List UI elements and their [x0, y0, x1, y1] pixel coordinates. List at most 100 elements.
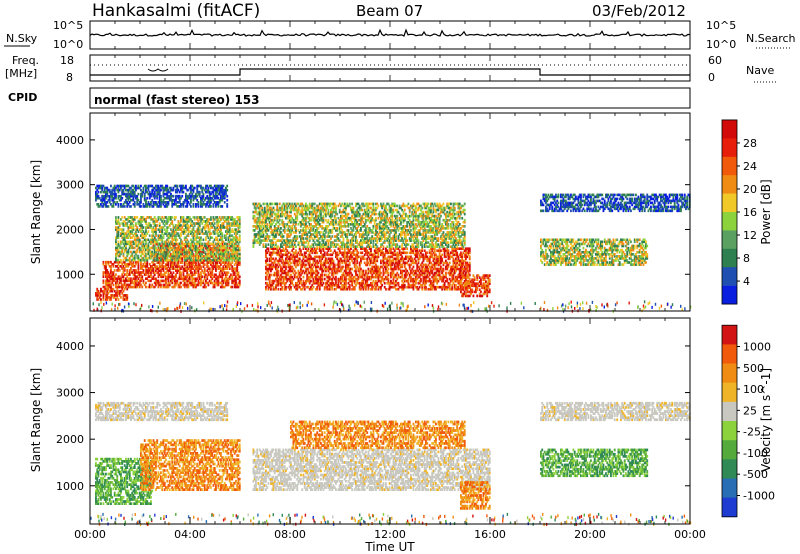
echo-cell [131, 216, 134, 219]
echo-cell [192, 222, 195, 225]
freq-label-1: Freq. [12, 54, 39, 67]
echo-cell [196, 222, 199, 225]
echo-cell [151, 238, 154, 242]
echo-cell [130, 269, 132, 272]
echo-cell [186, 256, 189, 260]
echo-cell [180, 218, 182, 221]
echo-cell [113, 260, 116, 264]
echo-cell [228, 255, 231, 258]
echo-cell [216, 250, 219, 254]
echo-cell [228, 242, 231, 246]
echo-cell [185, 253, 187, 256]
echo-cell [135, 260, 137, 264]
echo-cell [125, 222, 127, 225]
echo-cell [198, 251, 201, 254]
echo-cell [226, 218, 229, 221]
echo-cell [228, 234, 231, 238]
echo-cell [130, 254, 132, 258]
echo-cell [120, 242, 122, 246]
echo-cell [225, 230, 227, 233]
echo-cell [180, 281, 182, 285]
echo-cell [223, 277, 226, 281]
echo-cell [116, 260, 119, 264]
echo-cell [118, 269, 121, 272]
echo-cell [121, 285, 124, 289]
echo-cell [217, 275, 220, 279]
echo-cell [217, 242, 220, 246]
echo-cell [235, 277, 237, 281]
echo-cell [118, 279, 121, 283]
echo-cell [163, 279, 166, 283]
echo-cell [185, 258, 187, 262]
echo-cell [227, 254, 230, 258]
echo-cell [208, 232, 211, 235]
echo-cell [145, 262, 147, 266]
echo-cell [220, 256, 222, 260]
echo-cell [177, 220, 180, 223]
echo-cell [230, 240, 232, 244]
echo-cell [168, 250, 171, 254]
echo-cell [220, 259, 222, 262]
echo-cell [131, 262, 134, 266]
echo-cell [230, 234, 232, 238]
echo-cell [201, 218, 204, 221]
echo-cell [170, 263, 172, 266]
echo-cell [150, 246, 152, 250]
echo-cell [105, 281, 107, 285]
echo-cell [193, 238, 196, 242]
echo-cell [121, 267, 124, 270]
echo-cell [162, 253, 165, 256]
echo-cell [238, 279, 241, 283]
echo-cell [103, 292, 106, 295]
echo-cell [143, 265, 146, 268]
echo-cell [162, 267, 165, 271]
echo-cell [191, 246, 194, 250]
echo-cell [130, 236, 132, 240]
echo-cell [113, 269, 116, 272]
echo-cell [116, 258, 119, 262]
echo-cell [127, 250, 130, 254]
echo-cell [220, 267, 222, 271]
echo-cell [226, 254, 229, 258]
echo-cell [157, 275, 160, 279]
echo-cell [97, 289, 100, 293]
echo-cell [167, 261, 170, 264]
echo-cell [365, 269, 367, 273]
echo-cell [153, 285, 156, 289]
echo-cell [180, 271, 182, 275]
echo-cell [135, 216, 137, 219]
echo-cell [157, 228, 160, 231]
echo-cell [235, 269, 237, 273]
echo-cell [206, 234, 209, 238]
echo-cell [122, 265, 125, 268]
echo-cell [227, 230, 230, 233]
echo-cell [182, 271, 185, 275]
echo-cell [226, 224, 229, 227]
echo-cell [177, 254, 180, 258]
echo-cell [218, 238, 221, 242]
echo-cell [222, 218, 225, 221]
echo-cell [187, 216, 190, 219]
echo-cell [295, 271, 297, 275]
echo-cell [177, 263, 180, 266]
echo-cell [108, 265, 111, 268]
echo-cell [171, 234, 174, 238]
echo-cell [167, 285, 170, 289]
echo-cell [157, 261, 160, 264]
echo-cell [143, 232, 146, 235]
echo-cell [192, 256, 195, 260]
echo-cell [173, 250, 176, 254]
echo-cell [205, 224, 207, 227]
echo-cell [211, 269, 214, 273]
echo-cell [170, 247, 172, 250]
echo-cell [130, 242, 132, 246]
echo-cell [176, 224, 179, 227]
echo-cell [196, 248, 199, 252]
echo-cell [122, 242, 125, 246]
echo-cell [155, 254, 157, 258]
echo-cell [175, 265, 177, 268]
echo-cell [213, 232, 216, 235]
echo-cell [197, 265, 200, 268]
echo-cell [226, 228, 229, 231]
echo-cell [127, 252, 130, 256]
